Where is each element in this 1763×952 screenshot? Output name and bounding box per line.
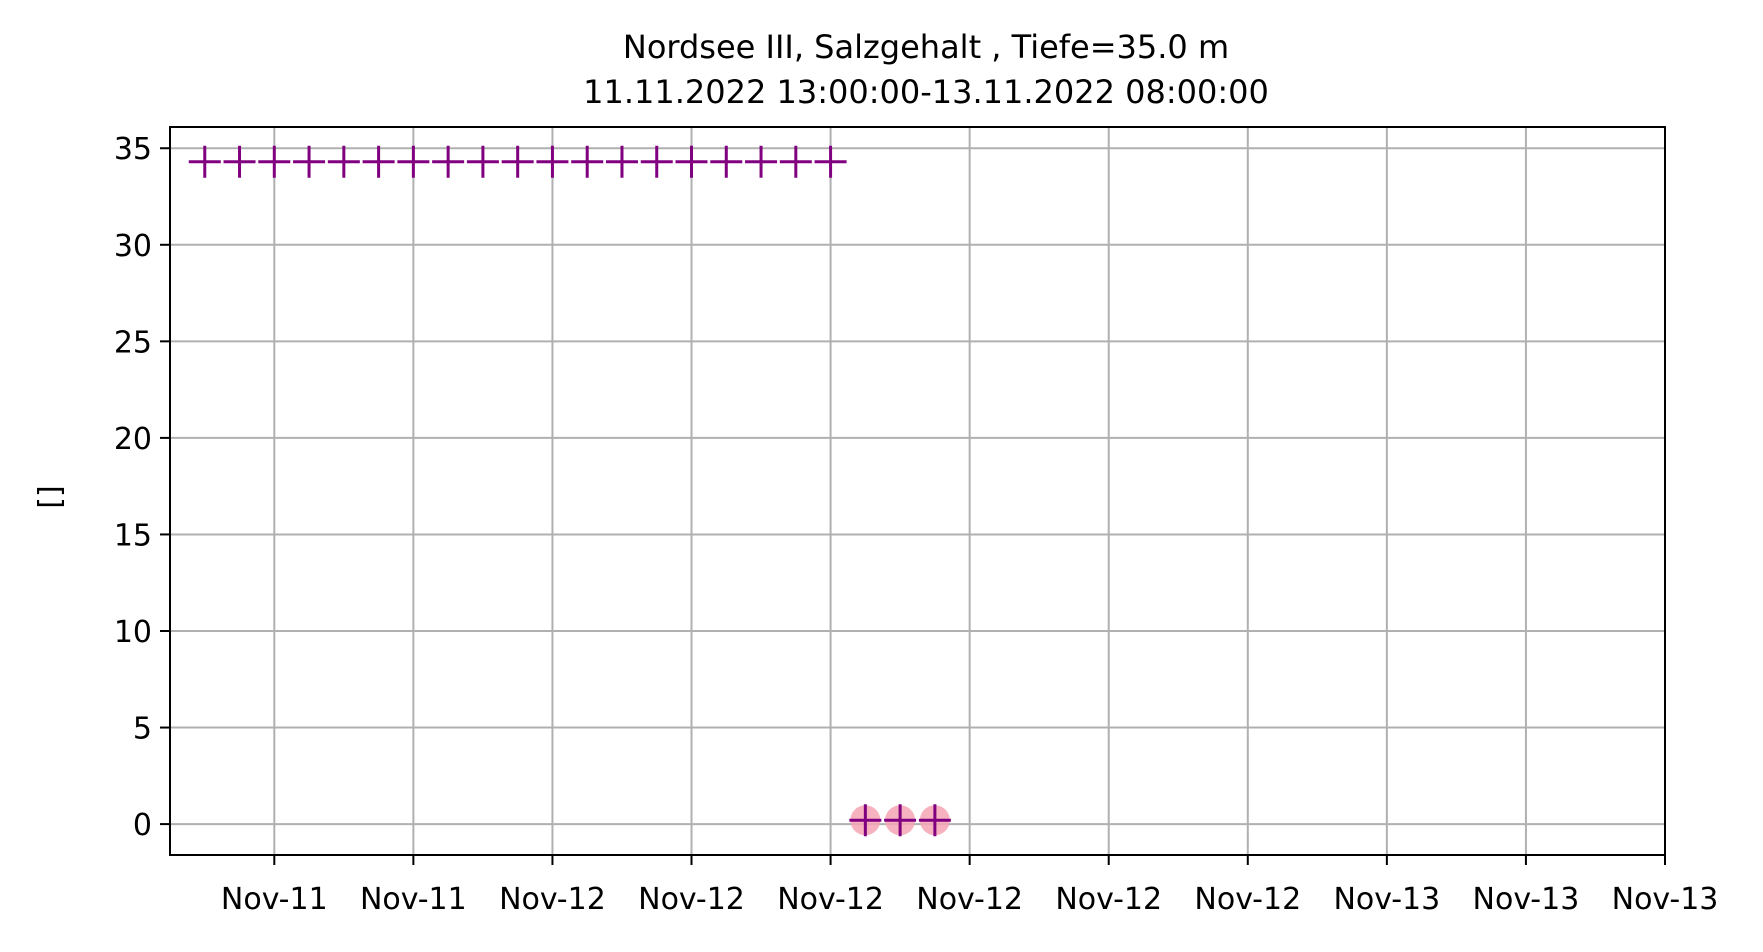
x-tick-label: Nov-13 bbox=[1473, 882, 1580, 917]
data-point-marker bbox=[675, 145, 708, 178]
data-point-marker bbox=[571, 145, 604, 178]
data-point-marker bbox=[710, 145, 743, 178]
data-point-marker bbox=[223, 145, 256, 178]
x-tick-label: Nov-12 bbox=[499, 882, 606, 917]
y-tick-label: 25 bbox=[114, 325, 152, 360]
data-point-marker bbox=[640, 145, 673, 178]
x-tick-label: Nov-13 bbox=[1333, 882, 1440, 917]
chart-subtitle: 11.11.2022 13:00:00-13.11.2022 08:00:00 bbox=[583, 73, 1269, 111]
data-point-marker bbox=[466, 145, 499, 178]
x-tick-label: Nov-12 bbox=[777, 882, 884, 917]
data-point-marker bbox=[779, 145, 812, 178]
data-points bbox=[188, 145, 951, 837]
data-point-marker bbox=[814, 145, 847, 178]
data-point-marker bbox=[536, 145, 569, 178]
y-axis-ticks: 0 5 10 15 20 25 30 35 bbox=[114, 132, 170, 843]
data-point-marker bbox=[362, 145, 395, 178]
y-tick-label: 10 bbox=[114, 615, 152, 650]
x-tick-label: Nov-11 bbox=[360, 882, 467, 917]
data-point-marker bbox=[327, 145, 360, 178]
plot-frame bbox=[169, 126, 1666, 856]
data-point-marker bbox=[397, 145, 430, 178]
x-tick-label: Nov-11 bbox=[221, 882, 328, 917]
x-axis-ticks: Nov-11 Nov-11 Nov-12 Nov-12 Nov-12 Nov-12 Nov-… bbox=[221, 855, 1718, 917]
data-point-marker bbox=[849, 804, 882, 837]
y-tick-label: 30 bbox=[114, 229, 152, 264]
data-point-marker bbox=[258, 145, 291, 178]
data-point-marker bbox=[884, 804, 917, 837]
y-tick-label: 0 bbox=[133, 808, 152, 843]
chart-title: Nordsee III, Salzgehalt , Tiefe=35.0 m bbox=[623, 28, 1229, 66]
y-axis-label: [] bbox=[33, 485, 68, 508]
y-tick-label: 35 bbox=[114, 132, 152, 167]
grid bbox=[170, 127, 1666, 855]
data-point-marker bbox=[293, 145, 326, 178]
x-tick-label: Nov-12 bbox=[916, 882, 1023, 917]
y-tick-label: 5 bbox=[133, 712, 152, 747]
x-tick-label: Nov-12 bbox=[1194, 882, 1301, 917]
data-point-marker bbox=[188, 145, 221, 178]
data-point-marker bbox=[745, 145, 778, 178]
data-point-marker bbox=[501, 145, 534, 178]
x-tick-label: Nov-12 bbox=[1055, 882, 1162, 917]
data-point-marker bbox=[918, 804, 951, 837]
data-point-marker bbox=[605, 145, 638, 178]
y-tick-label: 20 bbox=[114, 422, 152, 457]
y-tick-label: 15 bbox=[114, 518, 152, 553]
x-tick-label: Nov-13 bbox=[1612, 882, 1719, 917]
x-tick-label: Nov-12 bbox=[638, 882, 745, 917]
data-point-marker bbox=[432, 145, 465, 178]
